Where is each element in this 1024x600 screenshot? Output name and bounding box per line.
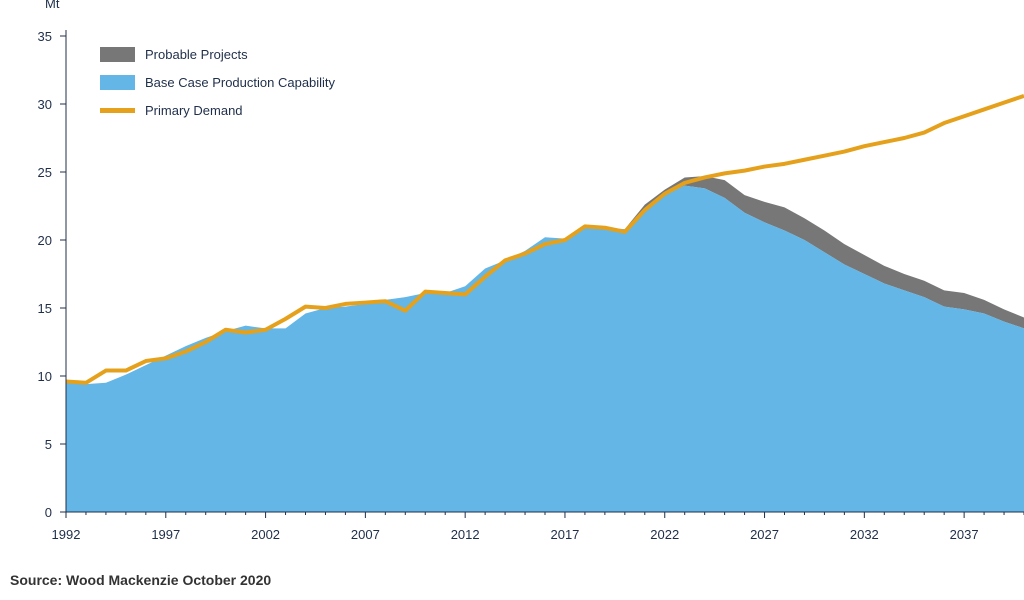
line-primary-demand — [65, 93, 1024, 385]
x-tick-label: 2007 — [351, 527, 380, 542]
plot-area — [65, 93, 1024, 512]
area-probable-projects — [66, 176, 1024, 385]
legend-label: Probable Projects — [145, 47, 248, 62]
y-tick-label: 15 — [38, 301, 52, 316]
legend-swatch-line — [100, 108, 135, 113]
x-tick-label: 2017 — [550, 527, 579, 542]
x-tick-label: 2012 — [451, 527, 480, 542]
y-tick-label: 20 — [38, 233, 52, 248]
x-tick-label: 1997 — [151, 527, 180, 542]
x-tick-label: 2022 — [650, 527, 679, 542]
x-tick-label: 2032 — [850, 527, 879, 542]
y-tick-label: 30 — [38, 97, 52, 112]
area-base-case-production — [66, 185, 1024, 512]
legend-swatch — [100, 47, 135, 62]
x-tick-label: 2027 — [750, 527, 779, 542]
source-note: Source: Wood Mackenzie October 2020 — [10, 572, 272, 588]
legend-swatch — [100, 75, 135, 90]
legend-label: Base Case Production Capability — [145, 75, 336, 90]
x-tick-label: 1992 — [52, 527, 81, 542]
y-tick-label: 10 — [38, 369, 52, 384]
y-tick-label: 0 — [45, 505, 52, 520]
y-tick-label: 35 — [38, 29, 52, 44]
y-axis: 0 5 10 15 20 25 30 35 — [38, 29, 67, 520]
y-tick-label: 25 — [38, 165, 52, 180]
legend: Probable Projects Base Case Production Ca… — [100, 47, 336, 118]
legend-label: Primary Demand — [145, 103, 243, 118]
x-tick-label: 2037 — [950, 527, 979, 542]
x-axis: 1992 1997 2002 2007 2012 2017 2022 2027 2032 2037 — [52, 511, 1024, 542]
y-tick-label: 5 — [45, 437, 52, 452]
x-tick-label: 2002 — [251, 527, 280, 542]
y-axis-unit-label: Mt — [45, 0, 60, 11]
